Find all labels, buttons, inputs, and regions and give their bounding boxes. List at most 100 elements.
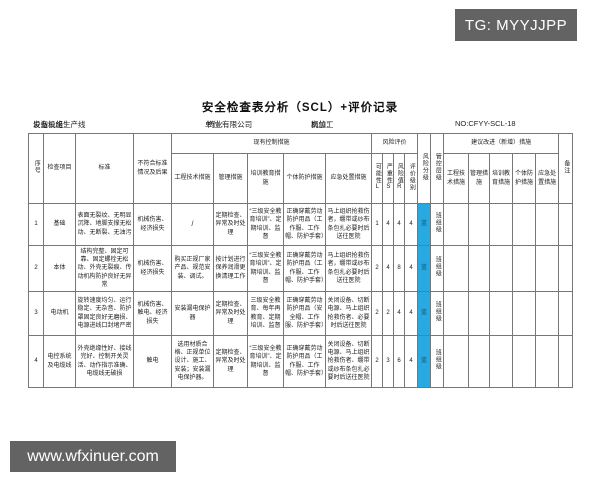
- cell-sugg-train: [489, 291, 514, 336]
- cell-seq: 2: [28, 245, 44, 292]
- cell-sugg-train: [489, 245, 514, 292]
- cell-sugg-ppe: [512, 203, 537, 246]
- cell-emergency: 马上组织抢救伤者，绷带或纱布条包扎必要时后送往医院: [324, 203, 373, 246]
- cell-sugg-mgmt: [468, 245, 491, 292]
- cell-item: 电动机: [43, 291, 76, 336]
- cell-eng: /: [171, 203, 214, 246]
- cell-sugg-eng: [443, 335, 470, 388]
- cell-seq: 3: [28, 291, 44, 336]
- cell-note: [558, 335, 574, 388]
- cell-sugg-ppe: [512, 335, 537, 388]
- cell-sugg-eng: [443, 245, 470, 292]
- header-existing-measures: 现有控制措施: [170, 133, 373, 154]
- cell-sugg-emergency: [535, 203, 560, 246]
- header-sugg-train-measure: 培训教育措施: [489, 153, 514, 204]
- header-possibility-l: 可能性L: [371, 153, 384, 204]
- cell-eng: 安装漏电保护器: [171, 291, 214, 336]
- cell-train: 三级安全教育、每年再教育、定期培训、监督: [247, 291, 284, 336]
- header-note: 备注: [558, 133, 574, 204]
- cell-consequence: 机械伤害、触电、经济损失: [133, 291, 172, 336]
- cell-ctrl-level: 班组级: [430, 291, 445, 336]
- header-eval-grade: 评价级别: [404, 153, 419, 204]
- header-suggested-measures: 建议改进（新增）措施: [443, 133, 560, 154]
- scl-analysis-table: 序号 检查项目 标准 不符合标准情况及后果 现有控制措施 风险评价 风险分级 管…: [28, 133, 574, 388]
- cell-eval-grade: 4: [404, 291, 419, 336]
- header-sugg-eng-measure: 工程技术措施: [443, 153, 470, 204]
- cell-sugg-emergency: [535, 335, 560, 388]
- table-row: 3 电动机 旋转速度均匀、运行稳定、无杂音、防护罩固定良好无磨损、电源进线口封堵…: [28, 291, 574, 336]
- cell-sugg-ppe: [512, 245, 537, 292]
- meta-device-label: 设备设施：: [33, 120, 71, 129]
- header-item: 检查项目: [43, 133, 76, 204]
- cell-possibility: 2: [371, 335, 384, 388]
- cell-risk-grade: 蓝: [417, 203, 432, 246]
- cell-severity: 4: [382, 245, 395, 292]
- header-risk-value-r: 风险值R: [393, 153, 406, 204]
- cell-standard: 表面无裂纹、无明显沉降、地脚支撑无松动、无断裂、无油污: [75, 203, 134, 246]
- header-risk-grade: 风险分级: [417, 133, 432, 204]
- header-train-measure: 培训教育措施: [247, 153, 284, 204]
- document-meta-row: 设备设施： 发泡机组生产线 单位： 椅业有限公司 岗位： 机加工 NO:CFYY-S…: [28, 119, 572, 132]
- cell-ctrl-level: 班组级: [430, 245, 445, 292]
- cell-sugg-mgmt: [468, 335, 491, 388]
- cell-sugg-ppe: [512, 291, 537, 336]
- cell-ppe: 正确穿戴劳动防护用品（安全帽、工作服、防护手套）: [283, 291, 326, 336]
- cell-item: 基础: [43, 203, 76, 246]
- meta-post-value: 机加工: [311, 120, 334, 129]
- cell-risk-value: 8: [393, 245, 406, 292]
- header-eng-measure: 工程技术措施: [171, 153, 214, 204]
- cell-train: “三级安全教育培训”、定期培训、监督: [247, 245, 284, 292]
- cell-sugg-eng: [443, 203, 470, 246]
- cell-sugg-emergency: [535, 291, 560, 336]
- cell-risk-value: 6: [393, 335, 406, 388]
- cell-seq: 4: [28, 335, 44, 388]
- header-consequence: 不符合标准情况及后果: [133, 133, 172, 204]
- table-row: 4 电控系统及电缆线 外壳绝缘性好、接线完好、控制开关灵活、动作指示准确、电缆线…: [28, 335, 574, 388]
- cell-severity: 3: [382, 335, 395, 388]
- header-severity-s: 严重性S: [382, 153, 395, 204]
- meta-doc-no: NO:CFYY-SCL-18: [455, 119, 516, 128]
- cell-eval-grade: 4: [404, 245, 419, 292]
- cell-severity: 4: [382, 203, 395, 246]
- cell-standard: 旋转速度均匀、运行稳定、无杂音、防护罩固定良好无磨损、电源进线口封堵严密: [75, 291, 134, 336]
- cell-emergency: 关闭设备、切断电源、马上组织抢救伤者、必要时后送往医院: [324, 291, 373, 336]
- cell-seq: 1: [28, 203, 44, 246]
- meta-device-value: 发泡机组生产线: [33, 120, 86, 129]
- watermark-tg-badge: TG: MYYJJPP: [455, 9, 577, 41]
- cell-risk-grade: 蓝: [417, 335, 432, 388]
- header-standard: 标准: [75, 133, 134, 204]
- cell-possibility: 1: [371, 203, 384, 246]
- cell-eval-grade: 4: [404, 335, 419, 388]
- table-row: 1 基础 表面无裂纹、无明显沉降、地脚支撑无松动、无断裂、无油污 机械伤害、经济…: [28, 203, 574, 246]
- cell-mgmt: 按计划进行保养润滑更换清理工作: [213, 245, 248, 292]
- cell-train: “三级安全教育培训”、定期培训、监督: [247, 335, 284, 388]
- cell-note: [558, 291, 574, 336]
- meta-post-label: 岗位：: [311, 120, 334, 129]
- cell-note: [558, 203, 574, 246]
- header-emergency-measure: 应急处置措施: [324, 153, 373, 204]
- cell-ppe: 正确穿戴劳动防护用品（工作服、工作帽、防护手套）: [283, 245, 326, 292]
- cell-mgmt: 定期检查、异常及时处理: [213, 203, 248, 246]
- cell-risk-grade: 蓝: [417, 245, 432, 292]
- header-risk-eval: 风险评价: [371, 133, 419, 154]
- cell-item: 电控系统及电缆线: [43, 335, 76, 388]
- cell-note: [558, 245, 574, 292]
- header-ctrl-level: 管控层级: [430, 133, 445, 204]
- cell-standard: 外壳绝缘性好、接线完好、控制开关灵活、动作指示准确、电缆线无破损: [75, 335, 134, 388]
- cell-severity: 2: [382, 291, 395, 336]
- cell-emergency: 关闭设备、切断电源、马上组织抢救伤者、绷带或纱布条包扎必要时后送往医院: [324, 335, 373, 388]
- meta-unit-label: 单位：: [205, 120, 228, 129]
- cell-ppe: 正确穿戴劳动防护用品（工作服、工作帽、防护手套）: [283, 203, 326, 246]
- meta-unit: 单位： 椅业有限公司: [205, 119, 252, 129]
- header-sugg-ppe-measure: 个体防护措施: [512, 153, 537, 204]
- cell-ctrl-level: 班组级: [430, 203, 445, 246]
- cell-sugg-mgmt: [468, 291, 491, 336]
- cell-possibility: 2: [371, 245, 384, 292]
- cell-sugg-mgmt: [468, 203, 491, 246]
- cell-mgmt: 定期检查、异常及时处理: [213, 335, 248, 388]
- cell-eval-grade: 4: [404, 203, 419, 246]
- cell-eng: 选用材质合格、正规单位设计、施工、安装；安装漏电保护器。: [171, 335, 214, 388]
- cell-risk-value: 4: [393, 291, 406, 336]
- watermark-website-badge: www.wfxinuer.com: [10, 441, 176, 472]
- meta-unit-value: 椅业有限公司: [207, 120, 253, 129]
